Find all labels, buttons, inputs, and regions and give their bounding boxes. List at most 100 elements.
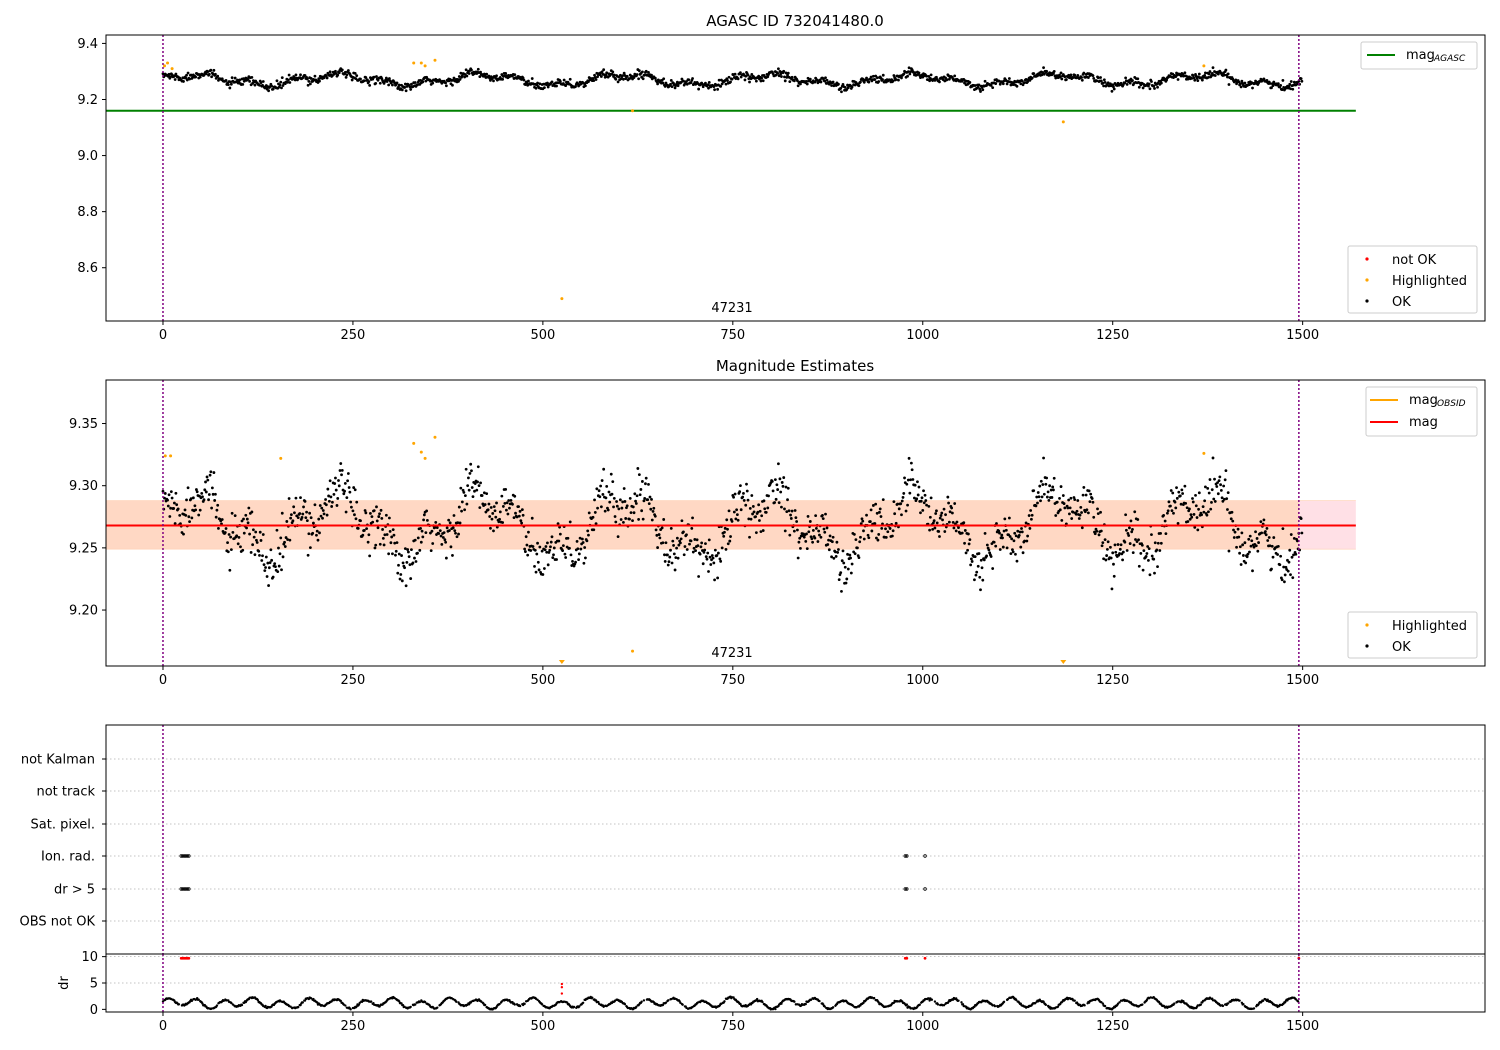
ok-point: [548, 548, 552, 552]
ok-point: [182, 80, 185, 83]
ok-point: [677, 543, 681, 547]
ok-point: [340, 473, 343, 477]
ok-point: [413, 81, 417, 84]
top-plot-frame: [105, 34, 1486, 322]
ok-point: [784, 485, 788, 489]
ok-point: [307, 532, 311, 536]
ok-point: [682, 530, 685, 534]
ok-point: [910, 468, 914, 472]
ok-point: [671, 539, 675, 543]
ok-point: [489, 526, 492, 530]
ok-point: [664, 541, 668, 545]
ok-point: [1040, 495, 1044, 499]
ok-point: [210, 506, 214, 510]
ok-point: [604, 496, 608, 500]
dr-point: [1034, 1002, 1037, 1005]
ok-point: [1099, 76, 1102, 79]
ok-point: [1175, 496, 1179, 500]
ok-point: [524, 535, 528, 539]
dr-point: [540, 1003, 544, 1006]
ok-point: [537, 568, 541, 572]
ok-point: [1091, 74, 1095, 78]
ok-point: [1137, 564, 1141, 568]
dr-point: [804, 1002, 807, 1006]
ok-point: [1118, 547, 1122, 551]
ok-point: [593, 73, 596, 77]
ok-point: [1215, 485, 1219, 488]
ok-point: [195, 490, 199, 494]
ok-point: [656, 546, 659, 549]
ok-point: [424, 79, 428, 83]
ok-point: [742, 499, 746, 502]
ok-point: [1068, 512, 1071, 516]
ok-point: [456, 521, 460, 525]
ok-point: [1090, 497, 1094, 500]
ok-point: [657, 533, 661, 536]
ok-point: [375, 505, 378, 509]
ok-point: [259, 81, 263, 84]
ok-point: [973, 84, 977, 87]
ok-point: [602, 467, 606, 471]
flag-point: [905, 887, 909, 891]
ok-point: [900, 76, 903, 80]
ok-point: [1112, 87, 1116, 91]
ok-point: [266, 561, 270, 565]
ok-point: [1105, 554, 1109, 557]
legend-label: Highlighted: [1392, 274, 1467, 289]
ok-point: [327, 499, 331, 503]
ok-point: [336, 73, 340, 77]
dr-point: [1103, 1004, 1107, 1008]
ok-point: [1141, 568, 1145, 572]
ok-point: [853, 552, 857, 556]
ok-point: [1036, 501, 1039, 505]
ok-point: [927, 504, 931, 508]
ok-point: [841, 83, 845, 86]
ok-point: [637, 518, 641, 521]
ok-point: [578, 536, 582, 540]
ok-point: [761, 529, 765, 532]
ok-point: [919, 511, 922, 515]
ok-point: [214, 72, 217, 76]
ok-point: [523, 550, 527, 553]
ok-point: [501, 505, 505, 508]
flag-point: [182, 887, 186, 891]
ok-point: [641, 517, 645, 521]
ok-point: [217, 527, 220, 530]
ok-point: [1244, 561, 1248, 565]
ok-point: [811, 540, 814, 544]
ok-point: [606, 508, 610, 512]
ok-point: [732, 495, 735, 499]
ok-point: [1204, 71, 1207, 75]
ok-point: [503, 502, 507, 505]
ok-point: [258, 83, 261, 87]
ok-point: [340, 468, 344, 472]
ok-point: [622, 520, 625, 524]
ok-point: [327, 494, 331, 498]
ok-point: [881, 73, 885, 77]
ok-point: [409, 577, 413, 580]
ok-point: [1202, 510, 1206, 514]
ok-point: [902, 492, 906, 495]
ok-point: [843, 565, 847, 569]
x-tick-label: 1250: [1096, 1019, 1129, 1034]
ok-point: [636, 467, 640, 470]
ok-point: [501, 77, 505, 81]
ok-point: [942, 507, 946, 511]
ok-point: [265, 575, 269, 578]
ok-point: [1150, 80, 1153, 83]
ok-point: [431, 81, 435, 85]
ok-point: [250, 76, 254, 79]
ok-point: [1080, 78, 1084, 82]
ok-point: [463, 508, 467, 512]
ok-point: [444, 556, 448, 560]
ok-point: [1124, 513, 1128, 517]
ok-point: [1152, 84, 1156, 88]
ok-point: [1216, 72, 1220, 76]
highlighted-point: [631, 109, 635, 113]
ok-point: [806, 514, 810, 518]
ok-point: [299, 496, 302, 499]
ok-point: [1070, 517, 1074, 520]
x-tick-label: 1500: [1286, 328, 1319, 343]
dr-point: [993, 1004, 997, 1008]
